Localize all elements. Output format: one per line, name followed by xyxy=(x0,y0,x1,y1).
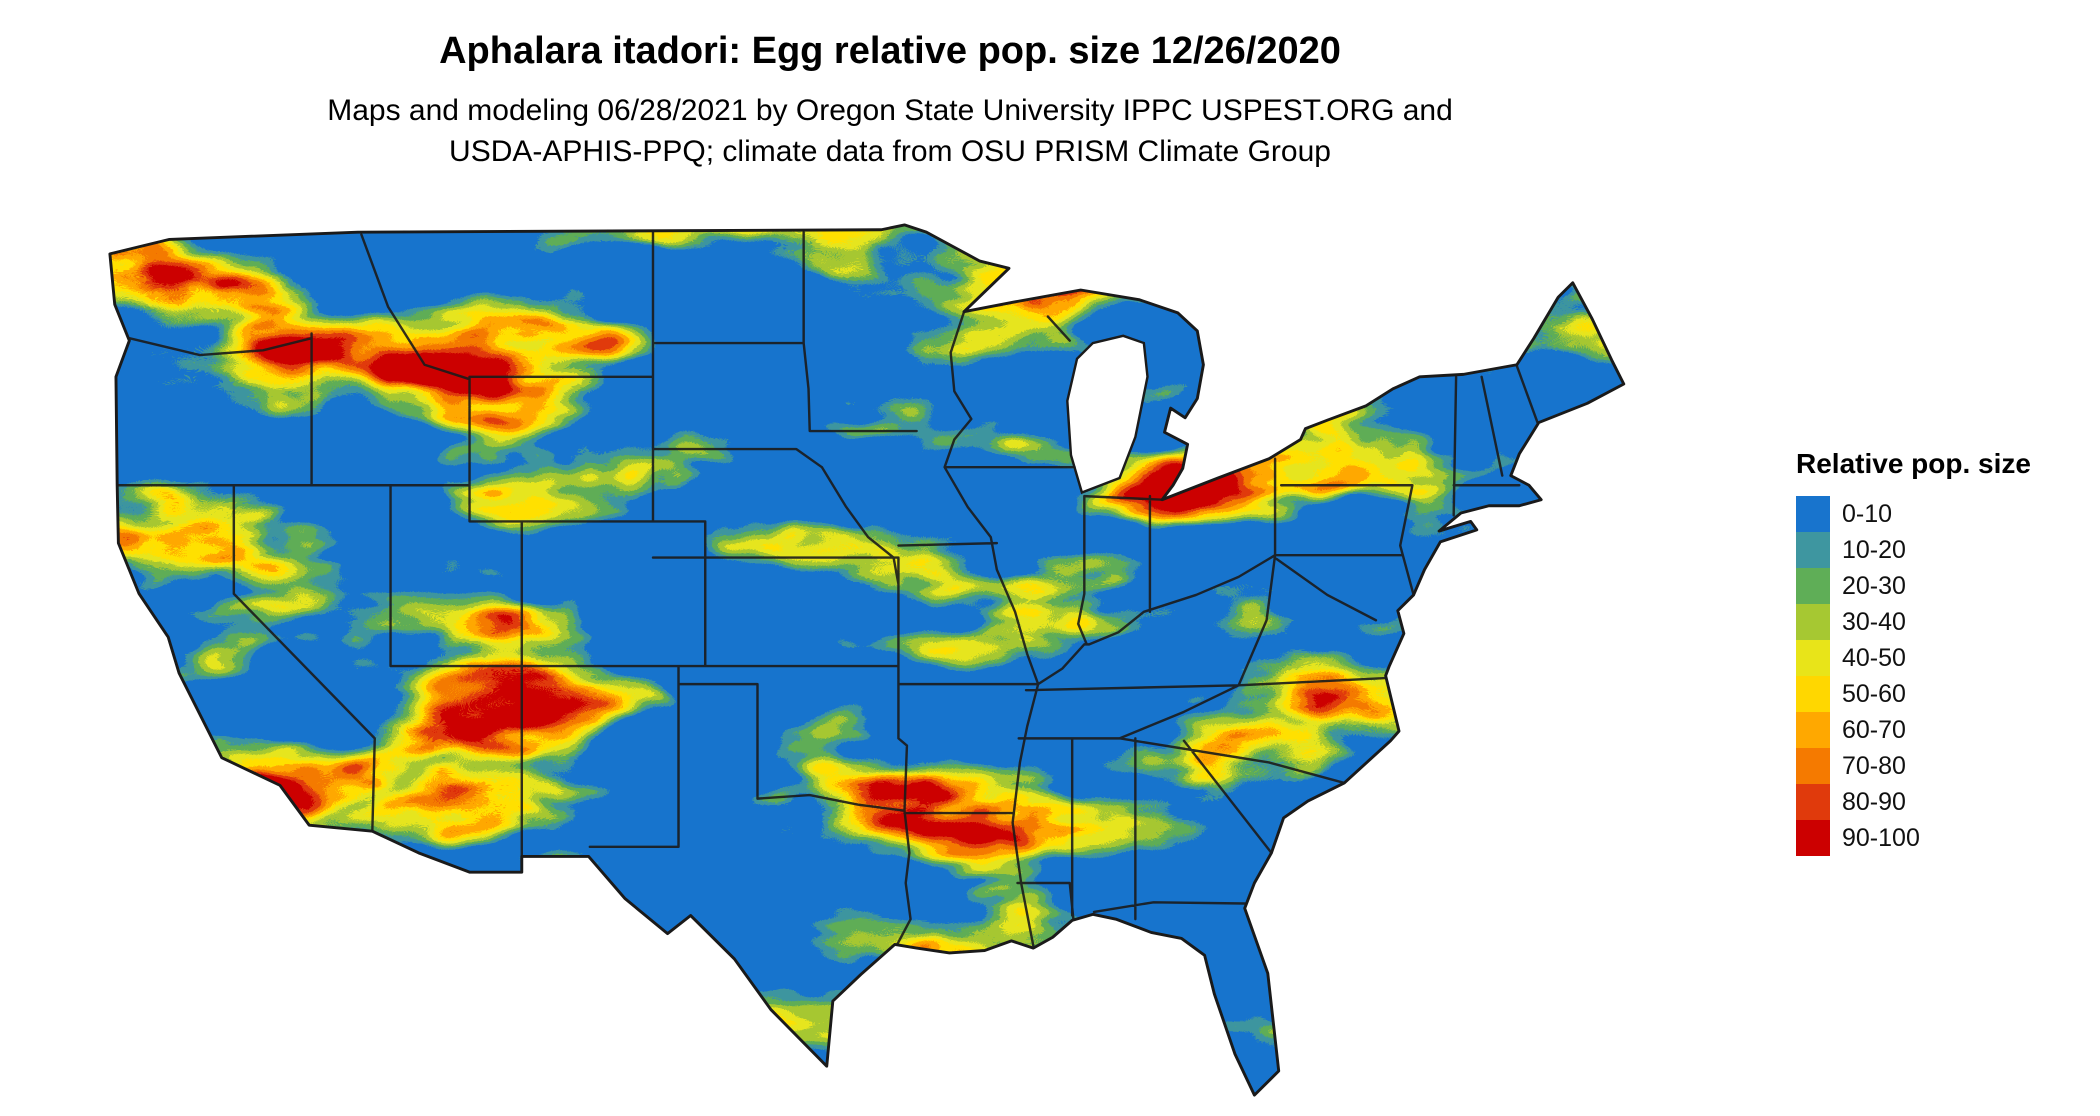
legend-label: 90-100 xyxy=(1842,823,1920,852)
map-svg xyxy=(108,223,1626,1097)
legend-title: Relative pop. size xyxy=(1796,448,2031,479)
legend-label: 40-50 xyxy=(1842,643,1906,672)
us-raster-fill xyxy=(109,224,1624,1096)
legend-label: 50-60 xyxy=(1842,679,1906,708)
legend-label: 60-70 xyxy=(1842,715,1906,744)
subtitle-line-2: USDA-APHIS-PPQ; climate data from OSU PR… xyxy=(449,134,1331,168)
legend-swatch xyxy=(1796,820,1830,856)
legend-items: 0-10 10-20 20-30 30-40 40-50 50-60 xyxy=(1796,496,2086,856)
map-header: Aphalara itadori: Egg relative pop. size… xyxy=(0,0,1780,172)
legend-swatch xyxy=(1796,532,1830,568)
page-title: Aphalara itadori: Egg relative pop. size… xyxy=(439,30,1341,72)
legend-swatch xyxy=(1796,748,1830,784)
legend-item: 60-70 xyxy=(1796,712,2086,748)
legend-swatch xyxy=(1796,676,1830,712)
state-borders xyxy=(117,230,1539,947)
legend-item: 50-60 xyxy=(1796,676,2086,712)
legend-item: 0-10 xyxy=(1796,496,2086,532)
subtitle: Maps and modeling 06/28/2021 by Oregon S… xyxy=(0,91,1780,172)
legend-label: 30-40 xyxy=(1842,607,1906,636)
legend-item: 90-100 xyxy=(1796,820,2086,856)
us-outline xyxy=(108,223,1626,1097)
legend-item: 20-30 xyxy=(1796,568,2086,604)
legend-swatch xyxy=(1796,784,1830,820)
legend-label: 20-30 xyxy=(1842,571,1906,600)
subtitle-line-1: Maps and modeling 06/28/2021 by Oregon S… xyxy=(327,94,1453,127)
legend-item: 40-50 xyxy=(1796,640,2086,676)
legend-label: 10-20 xyxy=(1842,535,1906,564)
legend-swatch xyxy=(1796,712,1830,748)
legend-label: 70-80 xyxy=(1842,751,1906,780)
legend: Relative pop. size 0-10 10-20 20-30 30-4… xyxy=(1796,448,2086,856)
legend-item: 10-20 xyxy=(1796,532,2086,568)
legend-swatch xyxy=(1796,604,1830,640)
legend-label: 80-90 xyxy=(1842,787,1906,816)
legend-item: 70-80 xyxy=(1796,748,2086,784)
legend-item: 30-40 xyxy=(1796,604,2086,640)
legend-swatch xyxy=(1796,640,1830,676)
legend-label: 0-10 xyxy=(1842,499,1893,528)
legend-swatch xyxy=(1796,568,1830,604)
us-map xyxy=(54,196,1755,1112)
legend-item: 80-90 xyxy=(1796,784,2086,820)
lake-michigan xyxy=(1066,334,1149,495)
legend-swatch xyxy=(1796,496,1830,532)
